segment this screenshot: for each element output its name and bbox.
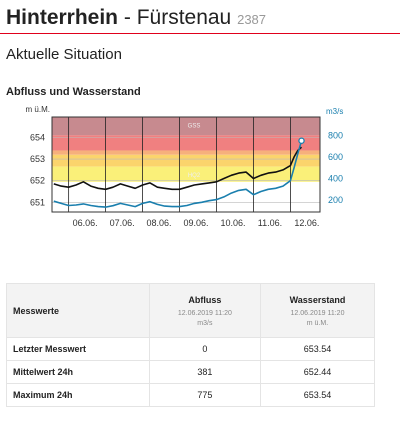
danger-band <box>52 117 320 136</box>
table-row: Letzter Messwert 0 653.54 <box>6 337 376 361</box>
x-tick-label: 06.06. <box>73 218 98 228</box>
table-row: Maximum 24h 775 653.54 <box>6 383 376 407</box>
header-abfluss: Abfluss 12.06.2019 11:20 m3/s <box>148 283 261 338</box>
water-level-line <box>53 146 303 191</box>
abfluss-value: 381 <box>148 360 261 384</box>
danger-band <box>52 150 320 155</box>
left-tick-label: 651 <box>30 197 45 207</box>
x-tick-label: 10.06. <box>220 218 245 228</box>
station-code: 2387 <box>237 12 267 27</box>
x-tick-label: 11.06. <box>258 218 282 228</box>
discharge-level-chart: GSS HQ2 m ü.M. m3/s 651 652 653 654 200 400 600 800… <box>26 105 344 228</box>
table-header-row: Messwerte Abfluss 12.06.2019 11:20 m3/s … <box>6 283 376 338</box>
threshold-label: HQ2 <box>188 173 201 179</box>
x-tick-label: 07.06. <box>110 218 135 228</box>
danger-band <box>52 166 320 182</box>
x-tick-label: 12.06. <box>294 218 319 228</box>
abfluss-value: 775 <box>148 383 261 407</box>
row-label: Maximum 24h <box>6 383 150 407</box>
x-tick-label: 08.06. <box>147 218 172 228</box>
page-title: Hinterrhein - Fürstenau 2387 <box>6 6 266 30</box>
title-divider <box>0 33 400 34</box>
chart-title: Abfluss und Wasserstand <box>6 86 141 98</box>
x-tick-label: 09.06. <box>183 218 208 228</box>
last-value-marker <box>298 137 305 145</box>
abfluss-value: 0 <box>148 337 261 361</box>
plot-frame <box>51 116 321 213</box>
danger-band <box>52 154 320 167</box>
right-axis-label: m3/s <box>326 107 343 116</box>
row-label: Mittelwert 24h <box>6 360 150 384</box>
measurements-table: Messwerte Abfluss 12.06.2019 11:20 m3/s … <box>6 283 376 407</box>
title-separator: - <box>118 6 137 29</box>
left-axis-label: m ü.M. <box>26 105 50 114</box>
right-tick-label: 200 <box>328 195 343 205</box>
section-title: Aktuelle Situation <box>6 46 122 63</box>
left-tick-label: 653 <box>30 154 45 164</box>
wasserstand-value: 652.44 <box>259 360 376 384</box>
left-tick-label: 654 <box>30 133 45 143</box>
wasserstand-value: 653.54 <box>259 383 376 407</box>
right-tick-label: 400 <box>328 174 343 184</box>
left-tick-label: 652 <box>30 176 45 186</box>
table-row: Mittelwert 24h 381 652.44 <box>6 360 376 384</box>
threshold-label: GSS <box>188 124 201 130</box>
header-wasserstand: Wasserstand 12.06.2019 11:20 m ü.M. <box>259 283 376 338</box>
wasserstand-value: 653.54 <box>259 337 376 361</box>
right-tick-label: 800 <box>328 130 343 140</box>
station-location: Fürstenau <box>136 6 232 29</box>
row-label: Letzter Messwert <box>6 337 150 361</box>
discharge-line <box>53 140 303 208</box>
header-messwerte: Messwerte <box>6 283 150 338</box>
right-tick-label: 600 <box>328 152 343 162</box>
river-name: Hinterrhein <box>6 6 119 29</box>
danger-band <box>52 135 320 151</box>
